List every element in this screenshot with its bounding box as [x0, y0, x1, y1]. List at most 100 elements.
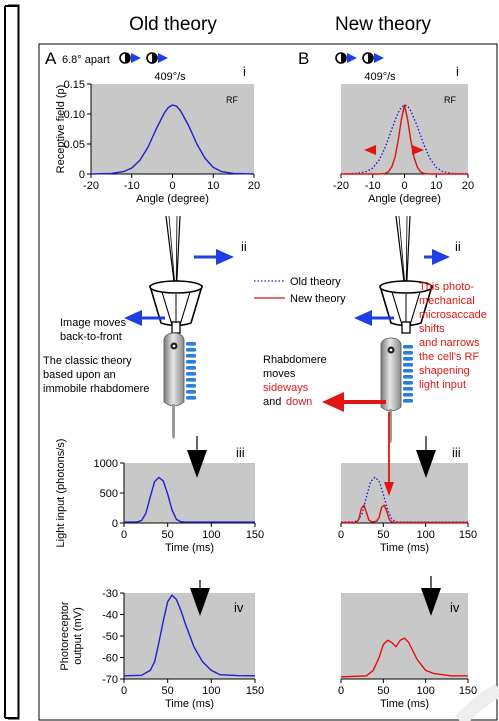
- microsaccade-line-6: the cell's RF: [419, 351, 479, 363]
- row-label-ii-a: ii: [241, 239, 247, 254]
- title-new-theory: New theory: [335, 14, 432, 35]
- y-tick-label: 0: [79, 169, 85, 181]
- rhabdomere-moves-line-1: Rhabdomere: [263, 354, 327, 366]
- black-arrow-iii-b: [416, 436, 436, 478]
- x-tick-label: 0: [338, 685, 344, 697]
- classic-theory-line-3: immobile rhabdomere: [43, 383, 149, 395]
- plot-area: [91, 84, 254, 174]
- y-axis-label: Photoreceptor: [59, 601, 71, 670]
- x-tick-label: 0: [121, 685, 127, 697]
- y-tick-label: 1000: [94, 458, 118, 470]
- row-label-i-a: i: [243, 64, 246, 79]
- x-axis-label: Time (ms): [165, 542, 214, 554]
- y-tick-label: -30: [102, 588, 118, 600]
- chart-photo-new: 0 50 100 150 Time (ms): [338, 593, 477, 710]
- y-axis-label: Receptive field (p): [55, 85, 67, 174]
- black-arrow-iv-a: [190, 580, 210, 616]
- stimulus-icons-b: [335, 52, 384, 64]
- x-axis-label: Time (ms): [380, 542, 429, 554]
- panel-label-b: B: [298, 49, 309, 68]
- figure-box: [38, 43, 498, 721]
- black-arrow-iv-b: [421, 576, 441, 616]
- x-tick-label: -20: [83, 180, 99, 192]
- rf-tag-a: RF: [226, 95, 238, 105]
- y-tick-label: 0.05: [64, 139, 85, 151]
- microsaccade-line-8: light input: [419, 379, 466, 391]
- row-label-iii-a: iii: [236, 445, 245, 460]
- microsaccade-line-7: shapening: [419, 365, 470, 377]
- red-arrow-rhabdomere-down: [384, 412, 394, 496]
- rhabdomere-down: down: [286, 396, 312, 408]
- optics-a: [149, 215, 203, 334]
- x-tick-label: 20: [462, 180, 474, 192]
- microsaccade-text: This photo- mechanical microsaccade shif…: [419, 281, 487, 391]
- x-tick-label: 150: [459, 529, 477, 541]
- y-tick-label: -60: [102, 653, 118, 665]
- microsaccade-line-4: shifts: [419, 323, 445, 335]
- chart-rf-old: -20 -10 0 10 20 0 0.05 0.10 0.15 Angle (degree) Re…: [55, 79, 260, 205]
- y-axis-label: Light input (photons/s): [55, 439, 67, 548]
- red-arrow-rhabdomere-sideways: [322, 392, 386, 412]
- row-label-ii-b: ii: [455, 239, 461, 254]
- blue-arrow-image-moves-a: [124, 310, 165, 326]
- panel-label-a: A: [45, 49, 57, 68]
- x-tick-label: 150: [246, 529, 264, 541]
- x-tick-label: -20: [333, 180, 349, 192]
- chart-rf-new: -20 -10 0 10 20 Angle (degree): [333, 84, 474, 205]
- x-tick-label: -10: [365, 180, 381, 192]
- corner-decoration: [454, 683, 499, 721]
- x-tick-label: 0: [401, 180, 407, 192]
- x-axis-label: Angle (degree): [368, 193, 441, 205]
- x-tick-label: 50: [377, 685, 389, 697]
- row-label-i-b: i: [456, 64, 459, 79]
- x-axis-label: Time (ms): [380, 698, 429, 710]
- series-line-1: [341, 104, 468, 175]
- row-label-iv-b: iv: [450, 600, 460, 615]
- row-label-iii-b: iii: [452, 445, 461, 460]
- stimulus-apart-text: 6.8° apart: [62, 54, 110, 66]
- image-moves-line-1: Image moves: [60, 317, 127, 329]
- y-axis-label: output (mV): [72, 607, 84, 664]
- rhabdomere-sideways: sideways: [263, 382, 309, 394]
- x-tick-label: 20: [248, 180, 260, 192]
- row-label-iv-a: iv: [234, 600, 244, 615]
- classic-theory-line-1: The classic theory: [43, 355, 132, 367]
- blue-arrow-ii-a: [194, 249, 234, 265]
- series-line-0: [90, 104, 255, 175]
- legend-new-label: New theory: [290, 293, 346, 305]
- x-tick-label: 50: [377, 529, 389, 541]
- series-line-0: [340, 104, 469, 175]
- y-tick-label: 0: [112, 518, 118, 530]
- stimulus-icons-a: [119, 52, 168, 64]
- legend: Old theory New theory: [254, 276, 346, 305]
- chart-photo-old: 0 50 100 150 -70 -60 -50 -40 -30 Time (ms) Photore…: [59, 588, 264, 710]
- x-tick-label: 0: [121, 529, 127, 541]
- y-tick-label: -40: [102, 610, 118, 622]
- microsaccade-line-1: This photo-: [419, 281, 474, 293]
- x-tick-label: 50: [162, 685, 174, 697]
- blue-arrow-image-moves-b: [354, 310, 394, 326]
- microsaccade-line-2: mechanical: [419, 295, 475, 307]
- speed-label-b: 409°/s: [364, 71, 396, 83]
- plot-area: [124, 463, 255, 523]
- plot-area: [341, 593, 468, 679]
- rhabdomere-and: and: [263, 396, 281, 408]
- x-axis-label: Angle (degree): [136, 193, 209, 205]
- classic-theory-line-2: based upon an: [43, 369, 116, 381]
- y-tick-label: -70: [102, 674, 118, 686]
- x-tick-label: 150: [459, 685, 477, 697]
- y-tick-label: 0.15: [64, 79, 85, 91]
- blue-arrow-ii-b: [424, 249, 450, 265]
- rhabdomere-b: [380, 337, 413, 443]
- narrowing-arrows: [364, 145, 424, 155]
- x-tick-label: 10: [207, 180, 219, 192]
- series-line-0: [340, 637, 468, 678]
- chart-light-old: 0 50 100 150 0 500 1000 Time (ms) Light input (p…: [55, 439, 264, 554]
- microsaccade-line-3: microsaccade: [419, 309, 487, 321]
- rhabdomere-moves-line-2: moves: [263, 368, 296, 380]
- x-tick-label: 50: [162, 529, 174, 541]
- title-old-theory: Old theory: [129, 14, 217, 35]
- y-tick-label: -50: [102, 631, 118, 643]
- x-tick-label: 100: [416, 529, 434, 541]
- y-tick-label: 0.10: [64, 109, 85, 121]
